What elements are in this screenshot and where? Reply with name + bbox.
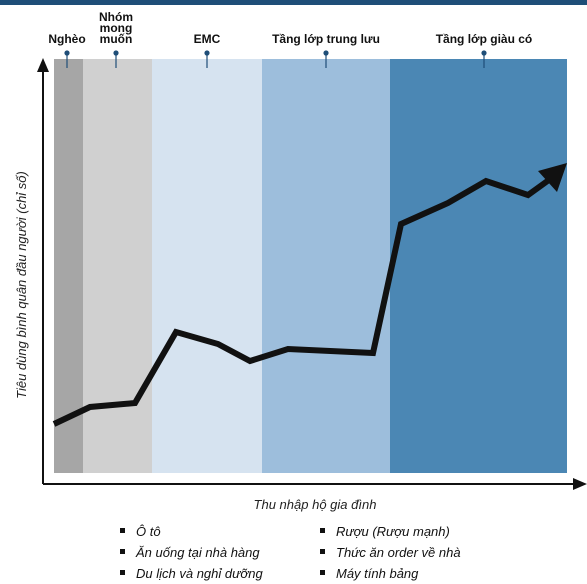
segment-band-0: [54, 59, 83, 473]
segment-label-0: Nghèo: [48, 32, 85, 46]
segment-markers: [64, 50, 487, 68]
legend-item-travel: Du lịch và nghỉ dưỡng: [120, 566, 263, 581]
y-axis-title: Tiêu dùng bình quân đầu người (chỉ số): [14, 171, 29, 399]
segment-label-1: Nhóm mong muốn: [99, 10, 133, 46]
segment-band-2: [152, 59, 262, 473]
segment-marker-dot-3: [323, 50, 329, 56]
segment-label-3: Tầng lớp trung lưu: [272, 32, 380, 46]
x-axis-arrow: [573, 478, 587, 490]
bullet-icon: [320, 549, 325, 555]
bullet-icon: [320, 570, 325, 576]
segment-band-1: [83, 59, 152, 473]
bullet-icon: [320, 528, 325, 534]
segment-marker-dot-2: [204, 50, 210, 56]
segment-marker-dot-1: [113, 50, 119, 56]
legend-item-car: Ô tô: [120, 524, 161, 539]
consumption-trend-line: [52, 174, 555, 427]
legend-item-tablet: Máy tính bảng: [320, 566, 418, 581]
segment-label-4: Tầng lớp giàu có: [436, 32, 533, 46]
y-axis-arrow: [37, 58, 49, 72]
segment-marker-dot-4: [481, 50, 487, 56]
bullet-icon: [120, 570, 125, 576]
segment-label-2: EMC: [194, 32, 221, 46]
legend-item-food-delivery: Thức ăn order về nhà: [320, 545, 461, 560]
income-segment-bands: [54, 59, 567, 473]
segment-labels: Nghèo Nhóm mong muốn EMC Tầng lớp trung lưu Tầ…: [48, 10, 532, 46]
bullet-icon: [120, 549, 125, 555]
trend-arrowhead: [538, 163, 567, 192]
chart: Nghèo Nhóm mong muốn EMC Tầng lớp trung lưu Tầ…: [14, 10, 587, 512]
x-axis-title: Thu nhập hộ gia đình: [254, 497, 377, 512]
segment-marker-dot-0: [64, 50, 70, 56]
segment-band-4: [390, 59, 567, 473]
top-accent-bar: [0, 0, 587, 5]
bullet-icon: [120, 528, 125, 534]
legend-item-liquor: Rượu (Rượu mạnh): [320, 524, 450, 539]
legend-item-dining-out: Ăn uống tại nhà hàng: [120, 545, 260, 560]
segment-band-3: [262, 59, 390, 473]
